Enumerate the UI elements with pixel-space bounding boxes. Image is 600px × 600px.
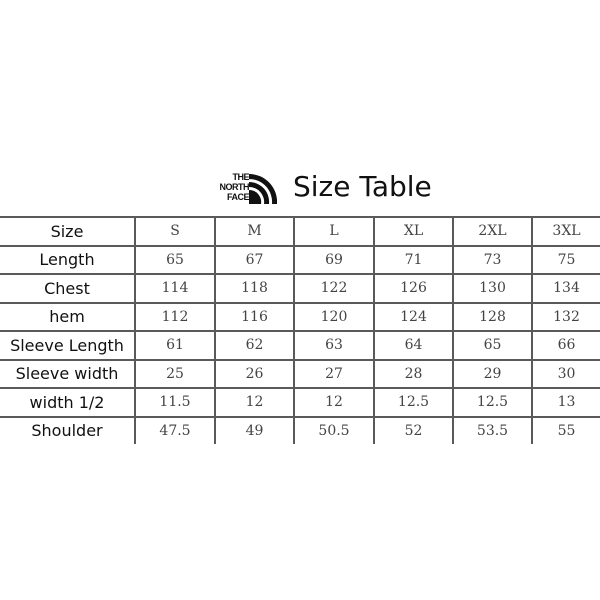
table-cell: 122	[293, 273, 374, 303]
table-cell: 114	[134, 273, 215, 303]
row-label: Length	[0, 244, 135, 274]
table-cell: 120	[293, 301, 374, 331]
table-cell: 2XL	[452, 216, 532, 246]
table-cell: 62	[214, 330, 294, 360]
table-cell: 134	[531, 273, 600, 303]
size-table: Size S M L XL 2XL 3XL Length 65 67 69 71 73 75 Chest 11…	[0, 216, 600, 444]
table-cell: L	[293, 216, 374, 246]
table-cell: 73	[452, 244, 532, 274]
table-cell: 65	[452, 330, 532, 360]
row-label: width 1/2	[0, 387, 135, 417]
table-cell: 130	[452, 273, 532, 303]
table-cell: 66	[531, 330, 600, 360]
table-cell: 55	[531, 415, 600, 444]
row-label: Shoulder	[0, 415, 135, 444]
table-cell: 47.5	[134, 415, 215, 444]
table-row: Sleeve Length 61 62 63 64 65 66	[0, 330, 600, 360]
table-cell: 26	[214, 358, 294, 388]
table-cell: S	[134, 216, 215, 246]
header-row: Size S M L XL 2XL 3XL	[0, 216, 600, 246]
table-cell: 71	[373, 244, 453, 274]
the-north-face-logo: THE NORTH FACE	[207, 172, 277, 206]
table-cell: 30	[531, 358, 600, 388]
logo-text-line: THE	[232, 172, 250, 182]
table-cell: 61	[134, 330, 215, 360]
half-dome-icon	[249, 174, 277, 204]
row-label: Sleeve Length	[0, 330, 135, 360]
table-cell: 49	[214, 415, 294, 444]
table-cell: 3XL	[531, 216, 600, 246]
table-cell: 25	[134, 358, 215, 388]
table-row: width 1/2 11.5 12 12 12.5 12.5 13	[0, 387, 600, 417]
logo-text-line: NORTH	[219, 182, 250, 192]
row-label: Chest	[0, 273, 135, 303]
table-cell: 65	[134, 244, 215, 274]
table-row: Chest 114 118 122 126 130 134	[0, 273, 600, 303]
table-cell: 132	[531, 301, 600, 331]
table-cell: 67	[214, 244, 294, 274]
table-row: Shoulder 47.5 49 50.5 52 53.5 55	[0, 415, 600, 444]
table-row: hem 112 116 120 124 128 132	[0, 301, 600, 331]
row-label: Sleeve width	[0, 358, 135, 388]
table-cell: 12.5	[452, 387, 532, 417]
table-cell: 50.5	[293, 415, 374, 444]
table-cell: 27	[293, 358, 374, 388]
table-cell: 63	[293, 330, 374, 360]
table-cell: 69	[293, 244, 374, 274]
table-cell: 53.5	[452, 415, 532, 444]
table-cell: M	[214, 216, 294, 246]
table-cell: 118	[214, 273, 294, 303]
table-row: Sleeve width 25 26 27 28 29 30	[0, 358, 600, 388]
table-row: Length 65 67 69 71 73 75	[0, 244, 600, 274]
table-cell: 13	[531, 387, 600, 417]
logo-text-line: FACE	[226, 192, 250, 202]
table-cell: 12	[214, 387, 294, 417]
table-cell: 29	[452, 358, 532, 388]
header: THE NORTH FACE Size Table	[0, 168, 600, 208]
table-cell: 12.5	[373, 387, 453, 417]
table-cell: XL	[373, 216, 453, 246]
row-label: hem	[0, 301, 135, 331]
table-cell: 128	[452, 301, 532, 331]
table-cell: 126	[373, 273, 453, 303]
table-cell: 124	[373, 301, 453, 331]
table-cell: 64	[373, 330, 453, 360]
table-cell: 52	[373, 415, 453, 444]
table-cell: 112	[134, 301, 215, 331]
table-cell: 11.5	[134, 387, 215, 417]
page-title: Size Table	[293, 170, 432, 203]
table-cell: 116	[214, 301, 294, 331]
row-label: Size	[0, 216, 135, 246]
table-cell: 75	[531, 244, 600, 274]
table-cell: 28	[373, 358, 453, 388]
table-cell: 12	[293, 387, 374, 417]
